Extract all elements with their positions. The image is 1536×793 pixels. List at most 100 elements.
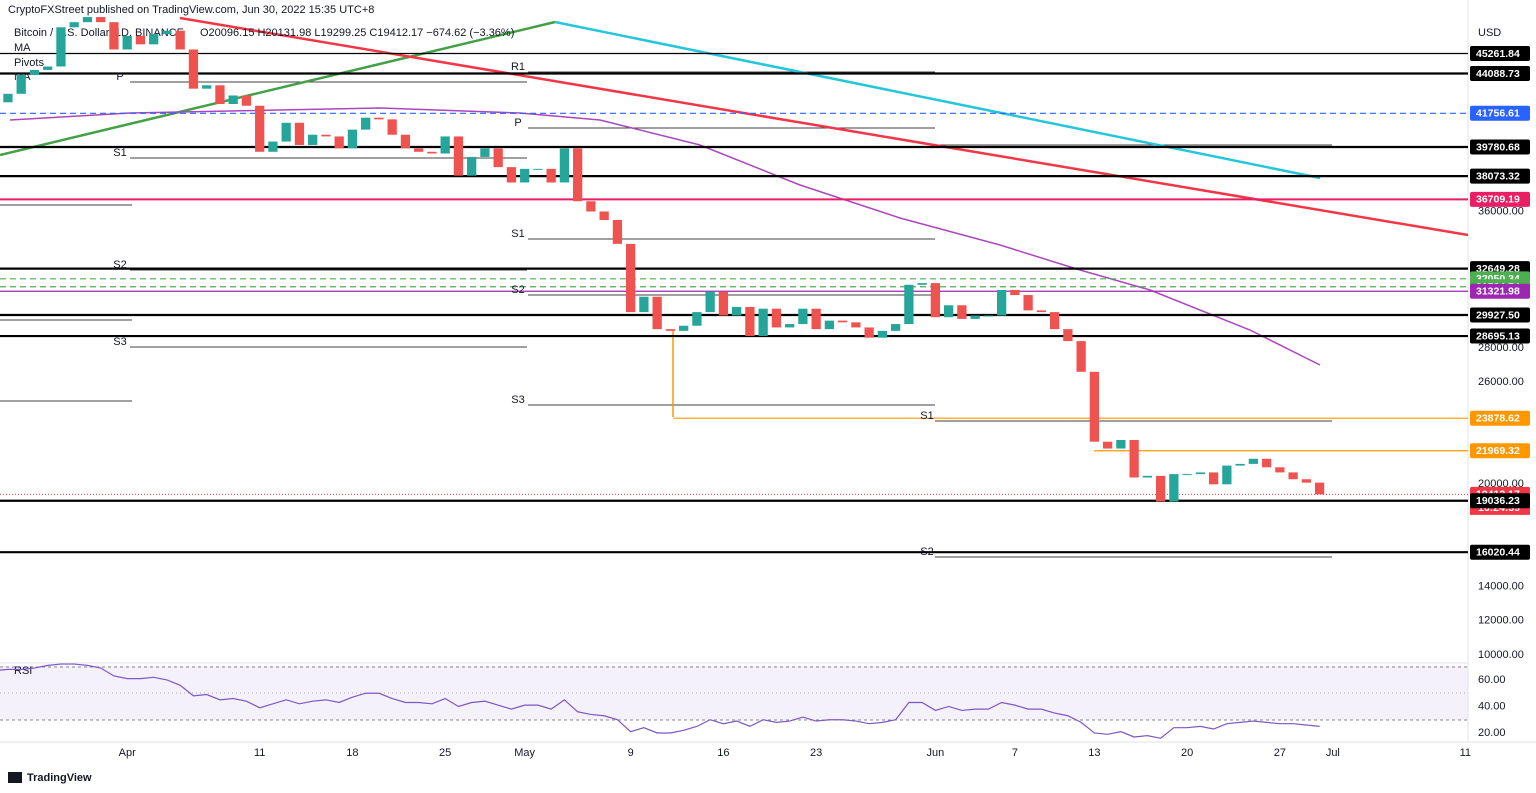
candle <box>943 305 954 318</box>
candle <box>374 117 384 120</box>
candle <box>1155 475 1166 502</box>
pivot-label: S3 <box>113 336 126 348</box>
symbol: Bitcoin / U.S. Dollar, 1D, BINANCE <box>14 27 184 39</box>
candle <box>599 211 609 220</box>
x-tick-label: 11 <box>254 747 265 759</box>
candle <box>1010 289 1020 296</box>
candle <box>533 168 543 170</box>
level-tag <box>1470 443 1530 459</box>
level-label: 39780.68 <box>1476 141 1520 153</box>
x-tick-label: 20 <box>1181 747 1193 759</box>
candle <box>3 93 13 103</box>
candle <box>573 148 583 202</box>
level-label: 21969.32 <box>1476 445 1520 457</box>
candle <box>1288 472 1298 480</box>
candle <box>1195 472 1206 475</box>
level-label: 29927.50 <box>1476 309 1520 321</box>
indicator: Pivots <box>14 57 44 69</box>
candle <box>612 220 623 244</box>
indicator: MA <box>14 42 31 54</box>
candle <box>215 85 225 105</box>
moving-average <box>554 20 1321 180</box>
candle <box>414 148 424 152</box>
rsi-line <box>0 663 1320 739</box>
rsi-tick-label: 60.00 <box>1478 674 1506 686</box>
candle <box>679 325 689 331</box>
candle <box>109 22 119 50</box>
pivot-label: S1 <box>511 228 524 240</box>
candle <box>732 306 742 316</box>
level-label: 36709.19 <box>1476 194 1520 206</box>
candle <box>851 322 861 328</box>
x-tick-label: 13 <box>1088 747 1100 759</box>
level-label: 16020.44 <box>1476 546 1520 558</box>
candle <box>957 305 967 319</box>
candle <box>427 151 437 154</box>
candle <box>546 168 556 183</box>
trend-line <box>0 20 556 157</box>
rsi-title: RSI <box>14 665 32 677</box>
level-label: 19036.23 <box>1476 495 1520 507</box>
candle <box>917 283 927 285</box>
candle <box>321 134 331 137</box>
level-label: 38073.32 <box>1476 170 1520 182</box>
x-tick-label: 9 <box>628 747 634 759</box>
pivot-label: S1 <box>113 147 126 159</box>
level-tag <box>1470 328 1530 344</box>
candle <box>1063 329 1073 342</box>
pivot-label: S2 <box>113 259 126 271</box>
candle <box>135 35 146 45</box>
brand: TradingView <box>27 772 92 784</box>
candle <box>387 119 397 135</box>
candle <box>188 49 199 89</box>
candle <box>1116 440 1126 449</box>
level-label: 41756.61 <box>1476 108 1520 120</box>
level-label: 28695.13 <box>1476 330 1520 342</box>
candle <box>347 129 358 149</box>
candle <box>493 148 503 168</box>
y-tick-label: 26000.00 <box>1478 376 1524 388</box>
candle <box>1261 458 1272 468</box>
candle <box>864 327 874 338</box>
level-tag <box>1470 139 1530 155</box>
pivot-label: S3 <box>511 394 524 406</box>
candle <box>983 315 994 317</box>
published: CryptoFXStreet published on TradingView.… <box>8 4 374 16</box>
candle <box>586 201 596 212</box>
candle <box>175 30 185 50</box>
x-tick-label: 27 <box>1274 747 1286 759</box>
candle <box>1182 474 1192 476</box>
candle <box>520 168 530 183</box>
candle <box>453 136 464 176</box>
candle <box>1314 482 1325 495</box>
pivot-label: S2 <box>920 546 933 558</box>
candle <box>122 35 132 50</box>
pivot-label: S1 <box>920 410 933 422</box>
candle <box>1102 441 1113 449</box>
candle <box>1036 310 1047 313</box>
candle <box>308 134 318 145</box>
candle <box>626 243 636 313</box>
pivot-label: S2 <box>511 284 524 296</box>
level-tag <box>1470 493 1530 509</box>
x-tick-label: 16 <box>717 747 729 759</box>
candle <box>334 136 344 149</box>
candle <box>69 22 79 28</box>
candle <box>665 329 676 331</box>
candle <box>639 296 649 313</box>
candle <box>891 324 901 331</box>
level-tag <box>1470 410 1530 426</box>
candle <box>1142 475 1153 478</box>
candle <box>268 141 278 152</box>
level-tag <box>1470 105 1530 121</box>
x-tick-label: 25 <box>439 747 451 759</box>
x-tick-label: 23 <box>810 747 822 759</box>
candle <box>1301 479 1311 483</box>
candle <box>838 320 848 323</box>
y-tick-label: 12000.00 <box>1478 615 1524 627</box>
candle <box>16 75 26 94</box>
candle <box>877 330 888 338</box>
candle <box>811 308 821 330</box>
candle <box>440 136 450 154</box>
candle <box>43 66 53 70</box>
